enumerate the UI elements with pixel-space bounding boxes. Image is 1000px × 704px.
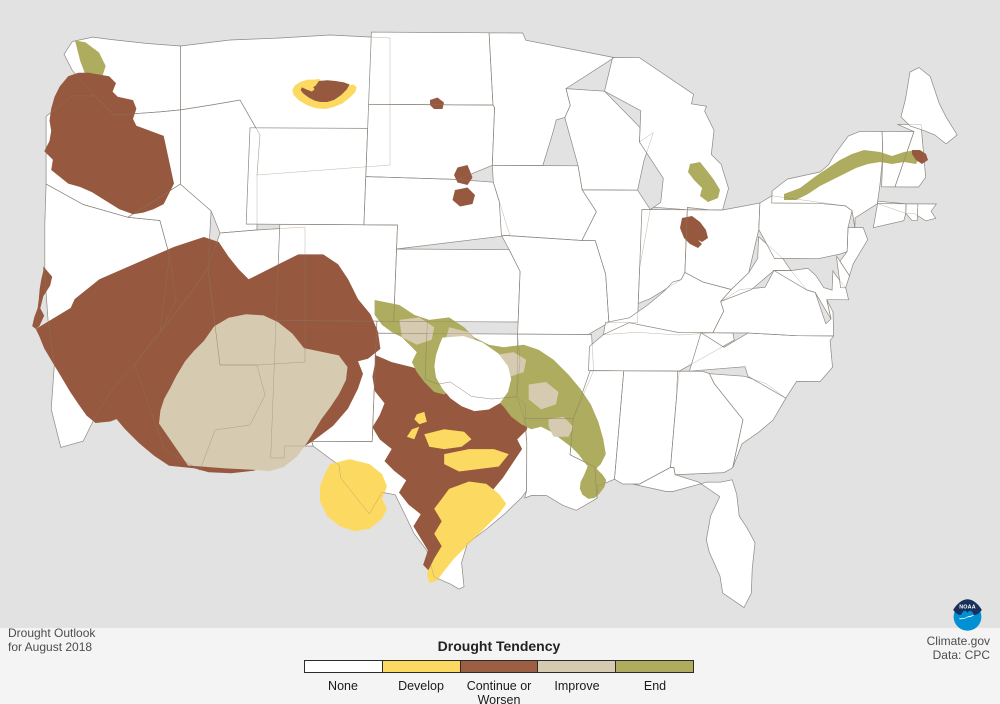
- svg-text:NOAA: NOAA: [959, 604, 976, 610]
